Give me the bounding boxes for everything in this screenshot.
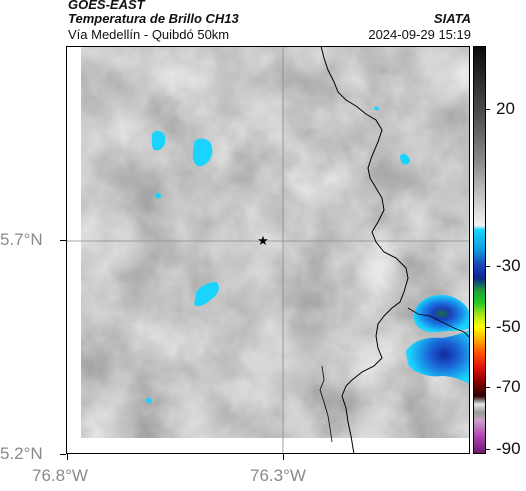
timestamp-label: 2024-09-29 15:19 (368, 27, 471, 42)
graticule (66, 46, 470, 454)
cold-cloud-patches (146, 106, 470, 404)
star-icon: ★ (257, 234, 269, 249)
cloud-patch-6 (400, 153, 410, 165)
cloud-patch-2 (192, 138, 213, 167)
colorbar-tick-m50 (486, 327, 490, 328)
border-line (319, 365, 333, 443)
colorbar-label-m90: -90 (496, 439, 521, 458)
cloud-patch-1 (151, 130, 166, 151)
colorbar-label-m50: -50 (496, 317, 521, 336)
satellite-title: GOES-EAST (68, 0, 145, 12)
convective-core-south (406, 330, 470, 384)
river-line (407, 307, 470, 339)
cloud-patch-7 (374, 106, 379, 111)
x-tick-76.8 (67, 454, 68, 460)
product-subtitle: Temperatura de Brillo CH13 (68, 11, 239, 26)
y-tick-5.2 (60, 454, 66, 455)
coastline (320, 46, 409, 454)
y-label-5.7: 5.7°N (0, 230, 43, 249)
region-label: Vía Medellín - Quibdó 50km (68, 27, 230, 42)
x-label-76.8: 76.8°W (32, 466, 88, 485)
cloud-patch-3 (155, 193, 161, 199)
colorbar-tick-m70 (486, 387, 490, 388)
colorbar-label-m70: -70 (496, 377, 521, 396)
convective-core-north (413, 295, 470, 333)
agency-label: SIATA (433, 11, 471, 26)
satellite-imagery-map[interactable]: ★ (66, 46, 470, 454)
colorbar-tick-m90 (486, 449, 490, 450)
cloud-patch-5 (146, 397, 152, 404)
x-tick-76.3 (283, 454, 284, 460)
colorbar-tick-20 (486, 109, 490, 110)
colorbar-tick-m30 (486, 266, 490, 267)
y-label-5.2: 5.2°N (0, 444, 43, 463)
cloud-texture (81, 46, 470, 438)
x-label-76.3: 76.3°W (250, 466, 306, 485)
y-tick-5.7 (60, 240, 66, 241)
colorbar-label-m30: -30 (496, 256, 521, 275)
cloud-patch-4 (194, 282, 219, 307)
temperature-colorbar (473, 46, 486, 454)
colorbar-label-20: 20 (496, 99, 515, 118)
